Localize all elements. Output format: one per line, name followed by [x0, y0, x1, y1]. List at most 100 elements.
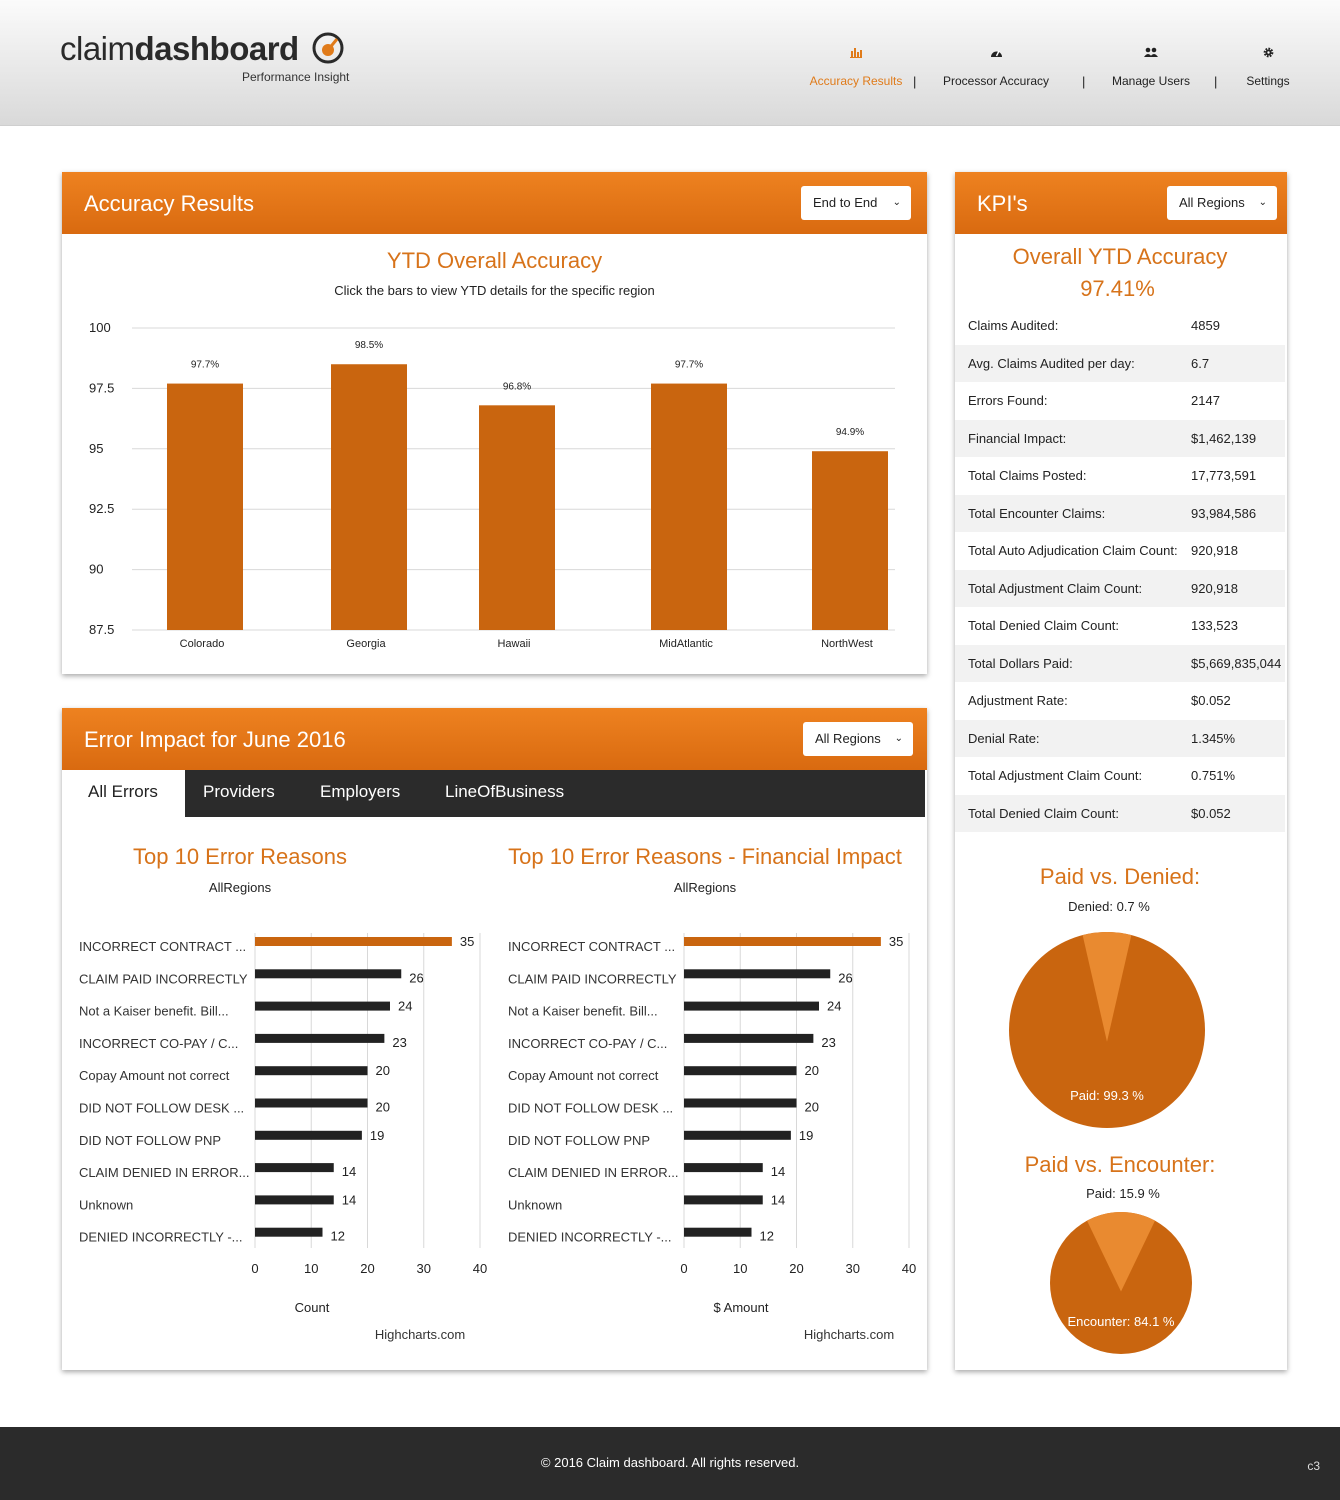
- kpi-row: Total Denied Claim Count: $0.052: [955, 794, 1285, 832]
- bar-data-label: 97.7%: [191, 360, 219, 371]
- dropdown-value: End to End: [813, 195, 878, 210]
- x-tick-label: 40: [902, 1261, 916, 1276]
- footer: © 2016 Claim dashboard. All rights reser…: [0, 1427, 1340, 1500]
- panel-header: Accuracy Results End to End ⌄: [62, 172, 927, 234]
- bar-chart-icon: [794, 46, 918, 62]
- bar: [684, 1130, 791, 1140]
- error-reasons-amount-chart: 0 10 20 30 40 35 INCORRECT CONTRACT ... 26 CLAIM…: [508, 933, 916, 1342]
- kpi-table: Claims Audited: 4859 Avg. Claims Audited p…: [955, 307, 1285, 832]
- bar: [684, 1163, 763, 1173]
- paid-vs-encounter-pie: Paid: 15.9 % Encounter: 84.1 %: [1050, 1186, 1192, 1354]
- chart-title: Top 10 Error Reasons - Financial Impact: [508, 844, 902, 869]
- gauge-logo-icon: [312, 32, 344, 64]
- bar: [255, 969, 402, 979]
- dropdown-value: All Regions: [1179, 195, 1245, 210]
- chart-title: Paid vs. Denied:: [1039, 864, 1201, 889]
- bar-data-label: 98.5%: [355, 340, 383, 351]
- nav-separator: |: [1082, 74, 1086, 89]
- kpi-row: Total Claims Posted: 17,773,591: [955, 457, 1285, 494]
- y-tick-label: 100: [89, 320, 111, 335]
- x-tick-label: 10: [733, 1261, 747, 1276]
- category-label: Copay Amount not correct: [79, 1068, 230, 1083]
- chart-subtitle: Click the bars to view YTD details for t…: [334, 283, 655, 298]
- nav-processor-accuracy[interactable]: Processor Accuracy: [938, 46, 1054, 88]
- panel-header: KPI's All Regions ⌄: [955, 172, 1287, 234]
- x-tick-label: 20: [360, 1261, 374, 1276]
- bar: [255, 1195, 334, 1205]
- bar: [684, 969, 831, 979]
- bar-data-label: 19: [370, 1128, 384, 1143]
- tab-employers[interactable]: Employers: [320, 782, 401, 801]
- dashboard-icon: [938, 46, 1054, 62]
- logo-bold-text: dashboard: [134, 30, 300, 67]
- category-label: CLAIM DENIED IN ERROR...: [508, 1165, 678, 1180]
- x-tick-label: Georgia: [346, 638, 386, 650]
- chart-subtitle: AllRegions: [208, 880, 272, 895]
- kpi-row: Total Denied Claim Count: 133,523: [955, 607, 1285, 644]
- logo-tagline: Performance Insight: [242, 70, 350, 84]
- bar-data-label: 24: [827, 999, 841, 1014]
- kpi-label: Total Encounter Claims:: [968, 505, 1106, 521]
- nav-settings[interactable]: Settings: [1238, 46, 1298, 88]
- kpi-label: Total Denied Claim Count:: [968, 618, 1120, 633]
- highcharts-credit: Highcharts.com: [375, 1327, 465, 1342]
- pie-slice-denied: [1082, 932, 1132, 1042]
- category-label: Unknown: [79, 1197, 133, 1212]
- logo[interactable]: claimdashboard Performance Insight: [60, 30, 349, 84]
- nav-separator: |: [1214, 74, 1218, 89]
- nav-accuracy-results[interactable]: Accuracy Results: [794, 46, 918, 88]
- category-label: DID NOT FOLLOW PNP: [508, 1133, 650, 1148]
- pie-label: Encounter: 84.1 %: [1068, 1314, 1175, 1329]
- kpi-region-dropdown[interactable]: All Regions ⌄: [1167, 186, 1277, 220]
- y-tick-label: 97.5: [89, 380, 114, 395]
- bar: [684, 937, 881, 946]
- kpi-label: Total Dollars Paid:: [968, 655, 1073, 671]
- kpi-value: 2147: [1191, 393, 1220, 408]
- kpi-label: Avg. Claims Audited per day:: [968, 355, 1135, 371]
- view-type-dropdown[interactable]: End to End ⌄: [801, 186, 911, 220]
- bar-hawaii: [479, 405, 555, 630]
- bar-data-label: 94.9%: [836, 427, 864, 438]
- bar: [684, 1001, 819, 1011]
- kpi-value: 6.7: [1191, 355, 1210, 371]
- bar-data-label: 23: [392, 1035, 406, 1050]
- bar-data-label: 26: [838, 970, 852, 985]
- bar-data-label: 14: [342, 1164, 356, 1179]
- bar: [684, 1066, 797, 1076]
- bar: [684, 1195, 763, 1205]
- nav-label: Settings: [1246, 74, 1290, 88]
- bar-data-label: 20: [805, 1063, 819, 1078]
- x-tick-label: Colorado: [180, 638, 225, 650]
- bar: [255, 1066, 368, 1076]
- kpi-label: Total Adjustment Claim Count:: [968, 580, 1143, 596]
- kpi-value: $0.052: [1191, 693, 1231, 708]
- kpi-row: Total Encounter Claims: 93,984,586: [955, 494, 1285, 532]
- bar-data-label: 23: [821, 1035, 835, 1050]
- error-tabs: All Errors Providers Employers LineOfBus…: [62, 770, 925, 817]
- bar-data-label: 96.8%: [503, 381, 531, 392]
- category-label: CLAIM PAID INCORRECTLY: [508, 971, 677, 986]
- chevron-down-icon: ⌄: [894, 733, 903, 744]
- category-label: INCORRECT CO-PAY / C...: [508, 1036, 667, 1051]
- logo-light-text: claim: [60, 30, 135, 67]
- pie-label: Denied: 0.7 %: [1068, 899, 1150, 914]
- category-label: DENIED INCORRECTLY -...: [79, 1230, 242, 1245]
- bar: [255, 1033, 385, 1043]
- tab-providers[interactable]: Providers: [203, 782, 275, 801]
- top-header: claimdashboard Performance Insight Accur…: [0, 0, 1340, 126]
- category-label: Not a Kaiser benefit. Bill...: [79, 1004, 229, 1019]
- nav-manage-users[interactable]: Manage Users: [1106, 46, 1196, 88]
- bar: [255, 937, 452, 946]
- error-reasons-count-chart: 0 10 20 30 40 35 INCORRECT CONTRACT ... 26 CLAIM…: [79, 933, 487, 1342]
- bar-northwest: [812, 451, 888, 630]
- tab-line-of-business[interactable]: LineOfBusiness: [445, 782, 565, 801]
- copyright-text: © 2016 Claim dashboard. All rights reser…: [540, 1455, 800, 1470]
- category-label: INCORRECT CONTRACT ...: [79, 939, 246, 954]
- kpi-row: Errors Found: 2147: [955, 382, 1285, 419]
- kpi-row: Total Adjustment Claim Count: 0.751%: [955, 757, 1285, 794]
- x-tick-label: 0: [251, 1261, 258, 1276]
- tab-all-errors[interactable]: All Errors: [62, 770, 185, 817]
- region-dropdown[interactable]: All Regions ⌄: [803, 722, 913, 756]
- pie-label: Paid: 15.9 %: [1086, 1186, 1160, 1201]
- chart-title: Paid vs. Encounter:: [1024, 1152, 1216, 1177]
